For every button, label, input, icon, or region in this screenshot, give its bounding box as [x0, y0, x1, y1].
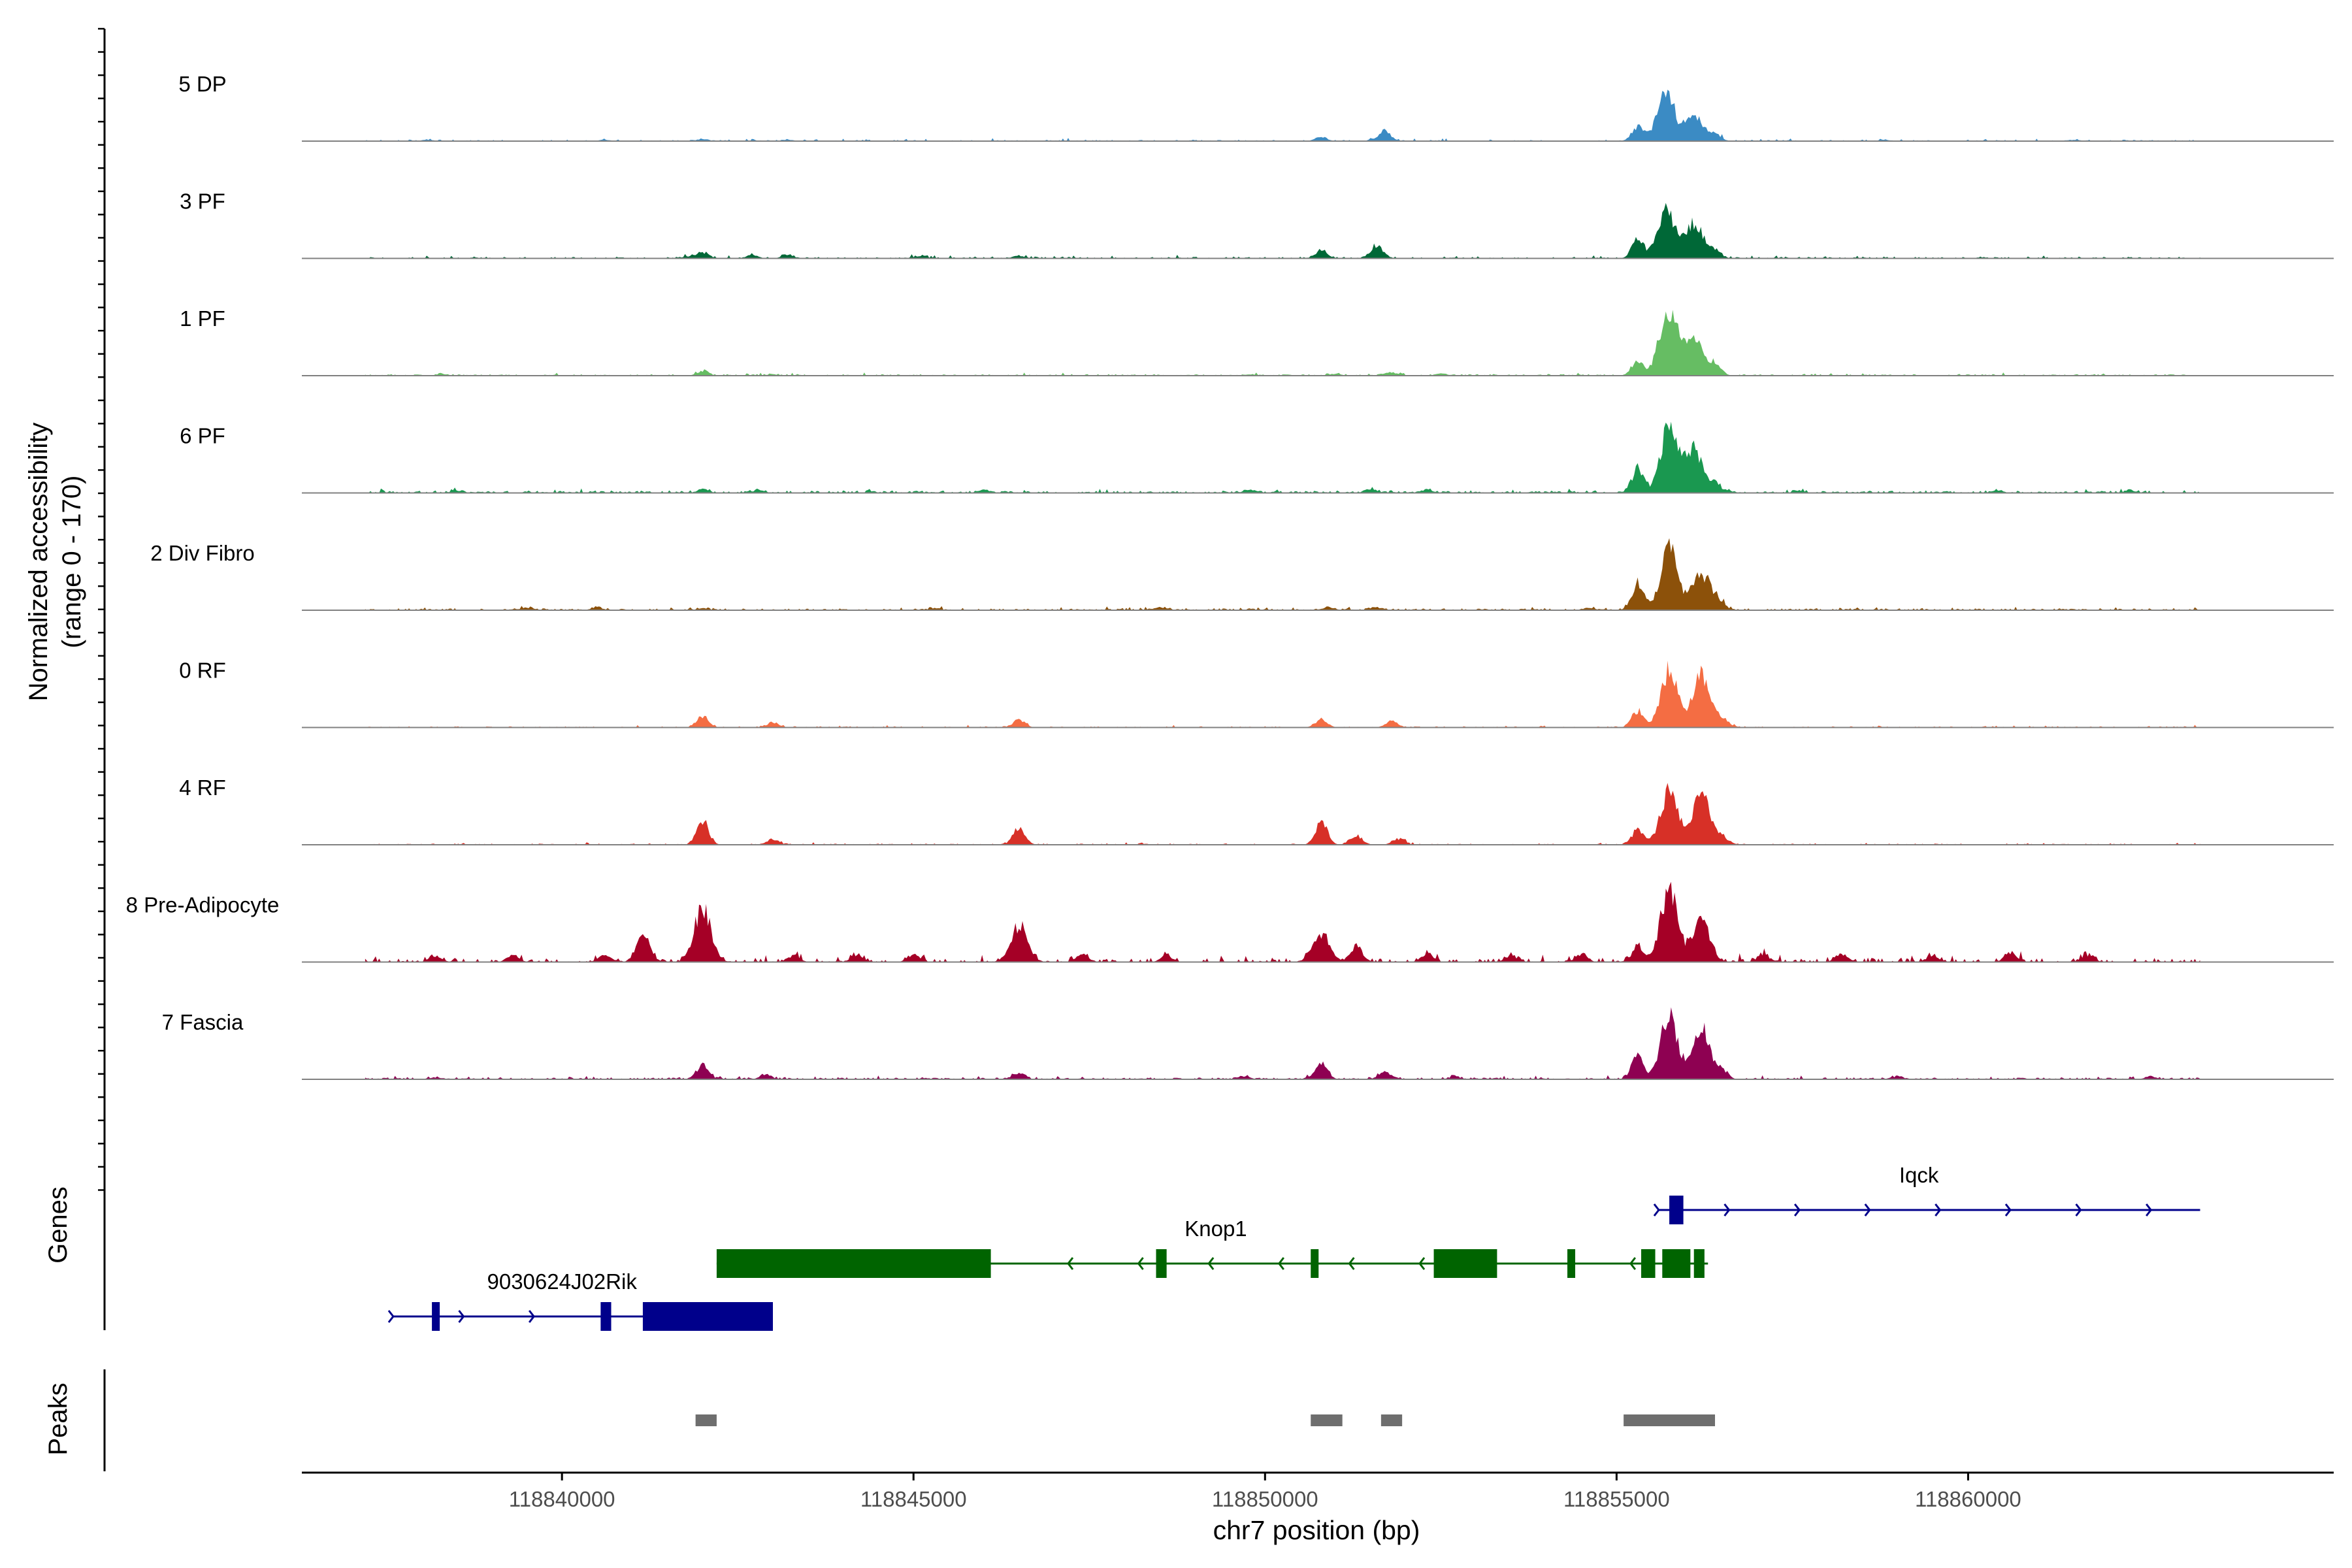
peak-region	[1624, 1414, 1716, 1426]
coverage-area-4	[365, 538, 2200, 610]
strand-chevron	[1793, 1203, 1801, 1217]
gene-9030624j02rik: 9030624J02Rik	[387, 1269, 774, 1331]
gene-label: 9030624J02Rik	[487, 1269, 637, 1294]
coverage-area-5	[365, 661, 2200, 728]
track-label-7: 8 Pre-Adipocyte	[126, 893, 280, 917]
track-label-1: 3 PF	[180, 189, 225, 214]
strand-chevron	[2146, 1203, 2153, 1217]
x-tick-label: 118840000	[509, 1487, 615, 1511]
y-axis-range-label: (range 0 - 170)	[57, 476, 86, 649]
strand-chevron	[2004, 1203, 2012, 1217]
x-tick-label: 118845000	[860, 1487, 967, 1511]
peak-region	[1380, 1414, 1403, 1426]
x-tick-label: 118850000	[1212, 1487, 1318, 1511]
strand-chevron	[1723, 1203, 1731, 1217]
gene-annotation-panel: 9030624J02Rik Knop1 Iqck	[103, 1121, 2200, 1331]
genes-panel-label: Genes	[44, 1186, 73, 1264]
track-label-3: 6 PF	[180, 424, 225, 448]
x-axis: 118840000 118845000 118850000 118855000 1188…	[302, 1471, 2334, 1511]
coverage-area-3	[365, 421, 2200, 493]
exon	[1693, 1249, 1705, 1278]
exon	[600, 1302, 612, 1331]
track-label-0: 5 DP	[178, 72, 226, 96]
gene-knop1: Knop1	[716, 1217, 1708, 1278]
coverage-tracks: 5 DP 3 PF 1 PF 6 PF 2 Div Fibro 0 RF 4 RF 8 Pre…	[126, 72, 2334, 1080]
exon	[716, 1249, 991, 1278]
y-axis-label: Normalized accessibility	[24, 423, 53, 702]
coverage-area-7	[365, 881, 2200, 962]
coverage-area-8	[365, 1007, 2200, 1079]
x-axis-label: chr7 position (bp)	[1213, 1515, 1420, 1545]
track-label-5: 0 RF	[179, 659, 226, 683]
exon	[1311, 1249, 1319, 1278]
peak-region	[1311, 1414, 1343, 1426]
track-label-4: 2 Div Fibro	[150, 541, 255, 565]
gene-label: Iqck	[1899, 1163, 1939, 1187]
strand-chevron	[1935, 1203, 1942, 1217]
track-label-8: 7 Fascia	[162, 1010, 244, 1034]
strand-chevron	[1067, 1257, 1074, 1270]
strand-chevron	[2075, 1203, 2082, 1217]
exon	[642, 1302, 774, 1331]
coverage-area-2	[365, 310, 2200, 376]
strand-chevron	[1418, 1257, 1426, 1270]
strand-chevron	[1207, 1257, 1215, 1270]
gene-iqck: Iqck	[1653, 1163, 2200, 1224]
strand-chevron	[528, 1310, 536, 1323]
strand-chevron	[458, 1310, 465, 1323]
strand-chevron	[387, 1310, 395, 1323]
track-label-6: 4 RF	[179, 776, 226, 800]
strand-chevron	[1348, 1257, 1355, 1270]
strand-chevron	[1864, 1203, 1871, 1217]
coverage-area-0	[365, 90, 2200, 141]
x-tick-label: 118855000	[1563, 1487, 1670, 1511]
exon	[1433, 1249, 1497, 1278]
exon	[1669, 1196, 1684, 1224]
peaks-panel-label: Peaks	[44, 1382, 73, 1455]
gene-label: Knop1	[1184, 1217, 1247, 1241]
exon	[1662, 1249, 1691, 1278]
strand-chevron	[1277, 1257, 1284, 1270]
strand-chevron	[1629, 1257, 1637, 1270]
x-tick-label: 118860000	[1915, 1487, 2021, 1511]
strand-chevron	[1653, 1203, 1660, 1217]
track-label-2: 1 PF	[180, 306, 225, 331]
strand-chevron	[1137, 1257, 1144, 1270]
coverage-area-6	[365, 783, 2200, 845]
exon	[432, 1302, 440, 1331]
exon	[1156, 1249, 1167, 1278]
peak-region	[695, 1414, 717, 1426]
exon	[1641, 1249, 1656, 1278]
exon	[1567, 1249, 1576, 1278]
peaks-panel	[103, 1369, 1716, 1471]
coverage-y-axis	[98, 27, 106, 1191]
coverage-area-1	[365, 203, 2200, 259]
